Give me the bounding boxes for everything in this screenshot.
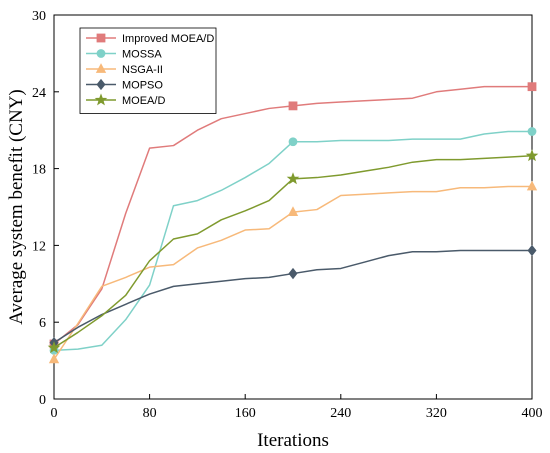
x-axis-title: Iterations [257, 430, 329, 451]
y-tick-label: 30 [32, 9, 46, 24]
y-tick-label: 18 [32, 163, 46, 178]
data-point-nsga-ii [287, 206, 299, 217]
legend-label: NSGA-II [122, 64, 163, 76]
data-point-mopso [527, 244, 537, 257]
x-tick-label: 80 [143, 406, 157, 421]
legend-label: MOEA/D [122, 95, 165, 107]
data-point-moea-d [286, 172, 300, 185]
y-tick-label: 6 [39, 316, 46, 331]
legend-marker-mopso [96, 78, 106, 91]
data-point-nsga-ii [526, 180, 538, 191]
legend-item-nsga-ii: NSGA-II [86, 63, 163, 76]
series-layer [47, 82, 539, 364]
series-mopso [49, 244, 537, 349]
data-point-improved-moea-d [527, 82, 537, 92]
x-tick-label: 240 [330, 406, 351, 421]
data-point-moea-d [525, 149, 539, 162]
series-line-mossa [53, 130, 532, 352]
x-tick-label: 320 [426, 406, 447, 421]
legend-label: MOPSO [122, 80, 163, 92]
data-point-nsga-ii [48, 353, 60, 364]
legend-item-improved-moea-d: Improved MOEA/D [86, 33, 214, 45]
series-moea-d [47, 149, 539, 354]
legend-marker-improved-moea-d [96, 33, 106, 43]
legend-item-mopso: MOPSO [86, 78, 163, 92]
legend-marker-nsga-ii [95, 63, 107, 73]
x-tick-label: 400 [522, 406, 543, 421]
legend-marker-mossa [96, 49, 106, 58]
legend-item-moea-d: MOEA/D [86, 93, 165, 107]
legend-item-mossa: MOSSA [86, 49, 162, 61]
x-tick-label: 0 [51, 406, 58, 421]
data-point-mossa [288, 137, 298, 147]
legend-label: Improved MOEA/D [122, 33, 214, 45]
series-line-mopso [53, 249, 532, 344]
legend-marker-moea-d [94, 93, 108, 106]
y-tick-label: 0 [39, 393, 46, 408]
data-point-improved-moea-d [288, 101, 298, 111]
data-point-moea-d [47, 341, 61, 354]
axis-ticks: 0 80 160 240 320 400 0 6 12 18 24 30 [32, 9, 543, 421]
plot-area [53, 14, 533, 400]
y-axis-title: Average system benefit (CNY) [6, 89, 27, 325]
plot-frame [53, 14, 533, 400]
y-tick-label: 24 [32, 86, 46, 101]
legend-label: MOSSA [122, 49, 162, 61]
series-nsga-ii [48, 180, 538, 364]
data-point-mopso [288, 267, 298, 280]
data-point-mossa [527, 127, 537, 136]
y-tick-label: 12 [32, 239, 46, 254]
legend: Improved MOEA/D MOSSA NSGA-II MOPSO MOEA/D [79, 27, 217, 114]
x-tick-label: 160 [235, 406, 256, 421]
series-mossa [49, 127, 537, 355]
